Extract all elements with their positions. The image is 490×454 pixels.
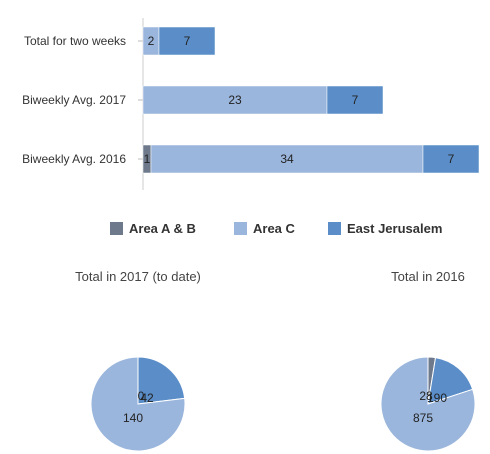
legend-swatch	[328, 222, 341, 235]
pie-slice-area-c	[380, 356, 476, 452]
bar-east-jerusalem	[158, 26, 216, 56]
bar-area-c	[142, 85, 328, 115]
data-label: 7	[352, 93, 359, 107]
pie-title: Total in 2016	[391, 269, 465, 284]
legend-item-east-jerusalem: East Jerusalem	[328, 221, 442, 236]
pie-slice-east-jerusalem	[137, 356, 186, 405]
pie-slice-label: 875	[413, 411, 433, 425]
category-label: Total for two weeks	[24, 34, 126, 48]
pie-slice-label: 28	[419, 389, 433, 403]
pie-chart-2016: Total in 2016 28 875 190	[380, 269, 476, 452]
bar-area-c	[150, 144, 424, 174]
pie-slice-label: 140	[123, 411, 143, 425]
pie-slice-label: 190	[427, 391, 447, 405]
data-label: 23	[228, 93, 242, 107]
pie-slice-label: 42	[140, 391, 154, 405]
legend-label: East Jerusalem	[347, 221, 442, 236]
data-label: 34	[280, 152, 294, 166]
data-label: 1	[144, 152, 151, 166]
bar-east-jerusalem	[422, 144, 480, 174]
pie-slice-area-c	[90, 356, 186, 452]
legend-label: Area C	[253, 221, 296, 236]
legend-swatch	[110, 222, 123, 235]
pie-chart-2017: Total in 2017 (to date) 0 140 42	[75, 269, 201, 452]
category-label: Biweekly Avg. 2017	[22, 93, 126, 107]
bar-east-jerusalem	[326, 85, 384, 115]
data-label: 2	[148, 34, 155, 48]
category-label: Biweekly Avg. 2016	[22, 152, 126, 166]
bar-chart: Total for two weeks027Biweekly Avg. 2017…	[22, 18, 480, 190]
legend-label: Area A & B	[129, 221, 196, 236]
pie-slice-label: 0	[138, 389, 145, 403]
data-label: 7	[448, 152, 455, 166]
data-label: 7	[184, 34, 191, 48]
pie-title: Total in 2017 (to date)	[75, 269, 201, 284]
legend-item-area-a-b: Area A & B	[110, 221, 196, 236]
legend-swatch	[234, 222, 247, 235]
pie-slice-east-jerusalem	[427, 357, 474, 405]
legend-item-area-c: Area C	[234, 221, 296, 236]
legend: Area A & B Area C East Jerusalem	[110, 221, 442, 236]
